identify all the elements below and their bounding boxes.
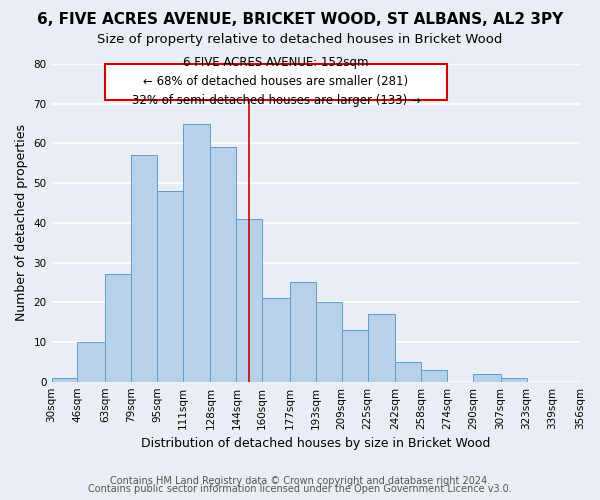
Bar — [211, 148, 236, 382]
Text: 6, FIVE ACRES AVENUE, BRICKET WOOD, ST ALBANS, AL2 3PY: 6, FIVE ACRES AVENUE, BRICKET WOOD, ST A… — [37, 12, 563, 28]
Bar — [290, 282, 316, 382]
Y-axis label: Number of detached properties: Number of detached properties — [15, 124, 28, 322]
Bar — [157, 191, 183, 382]
Text: Contains public sector information licensed under the Open Government Licence v3: Contains public sector information licen… — [88, 484, 512, 494]
Bar — [342, 330, 368, 382]
Bar — [262, 298, 290, 382]
Bar — [236, 219, 262, 382]
Bar — [421, 370, 447, 382]
X-axis label: Distribution of detached houses by size in Bricket Wood: Distribution of detached houses by size … — [141, 437, 490, 450]
Bar — [131, 156, 157, 382]
Text: Contains HM Land Registry data © Crown copyright and database right 2024.: Contains HM Land Registry data © Crown c… — [110, 476, 490, 486]
Bar — [316, 302, 342, 382]
Bar — [77, 342, 105, 382]
Bar — [395, 362, 421, 382]
Text: Size of property relative to detached houses in Bricket Wood: Size of property relative to detached ho… — [97, 32, 503, 46]
Bar — [52, 378, 77, 382]
Bar — [473, 374, 500, 382]
Bar — [183, 124, 211, 382]
Bar — [368, 314, 395, 382]
Bar — [105, 274, 131, 382]
FancyBboxPatch shape — [105, 64, 447, 100]
Text: 6 FIVE ACRES AVENUE: 152sqm
← 68% of detached houses are smaller (281)
32% of se: 6 FIVE ACRES AVENUE: 152sqm ← 68% of det… — [131, 56, 421, 108]
Bar — [500, 378, 527, 382]
